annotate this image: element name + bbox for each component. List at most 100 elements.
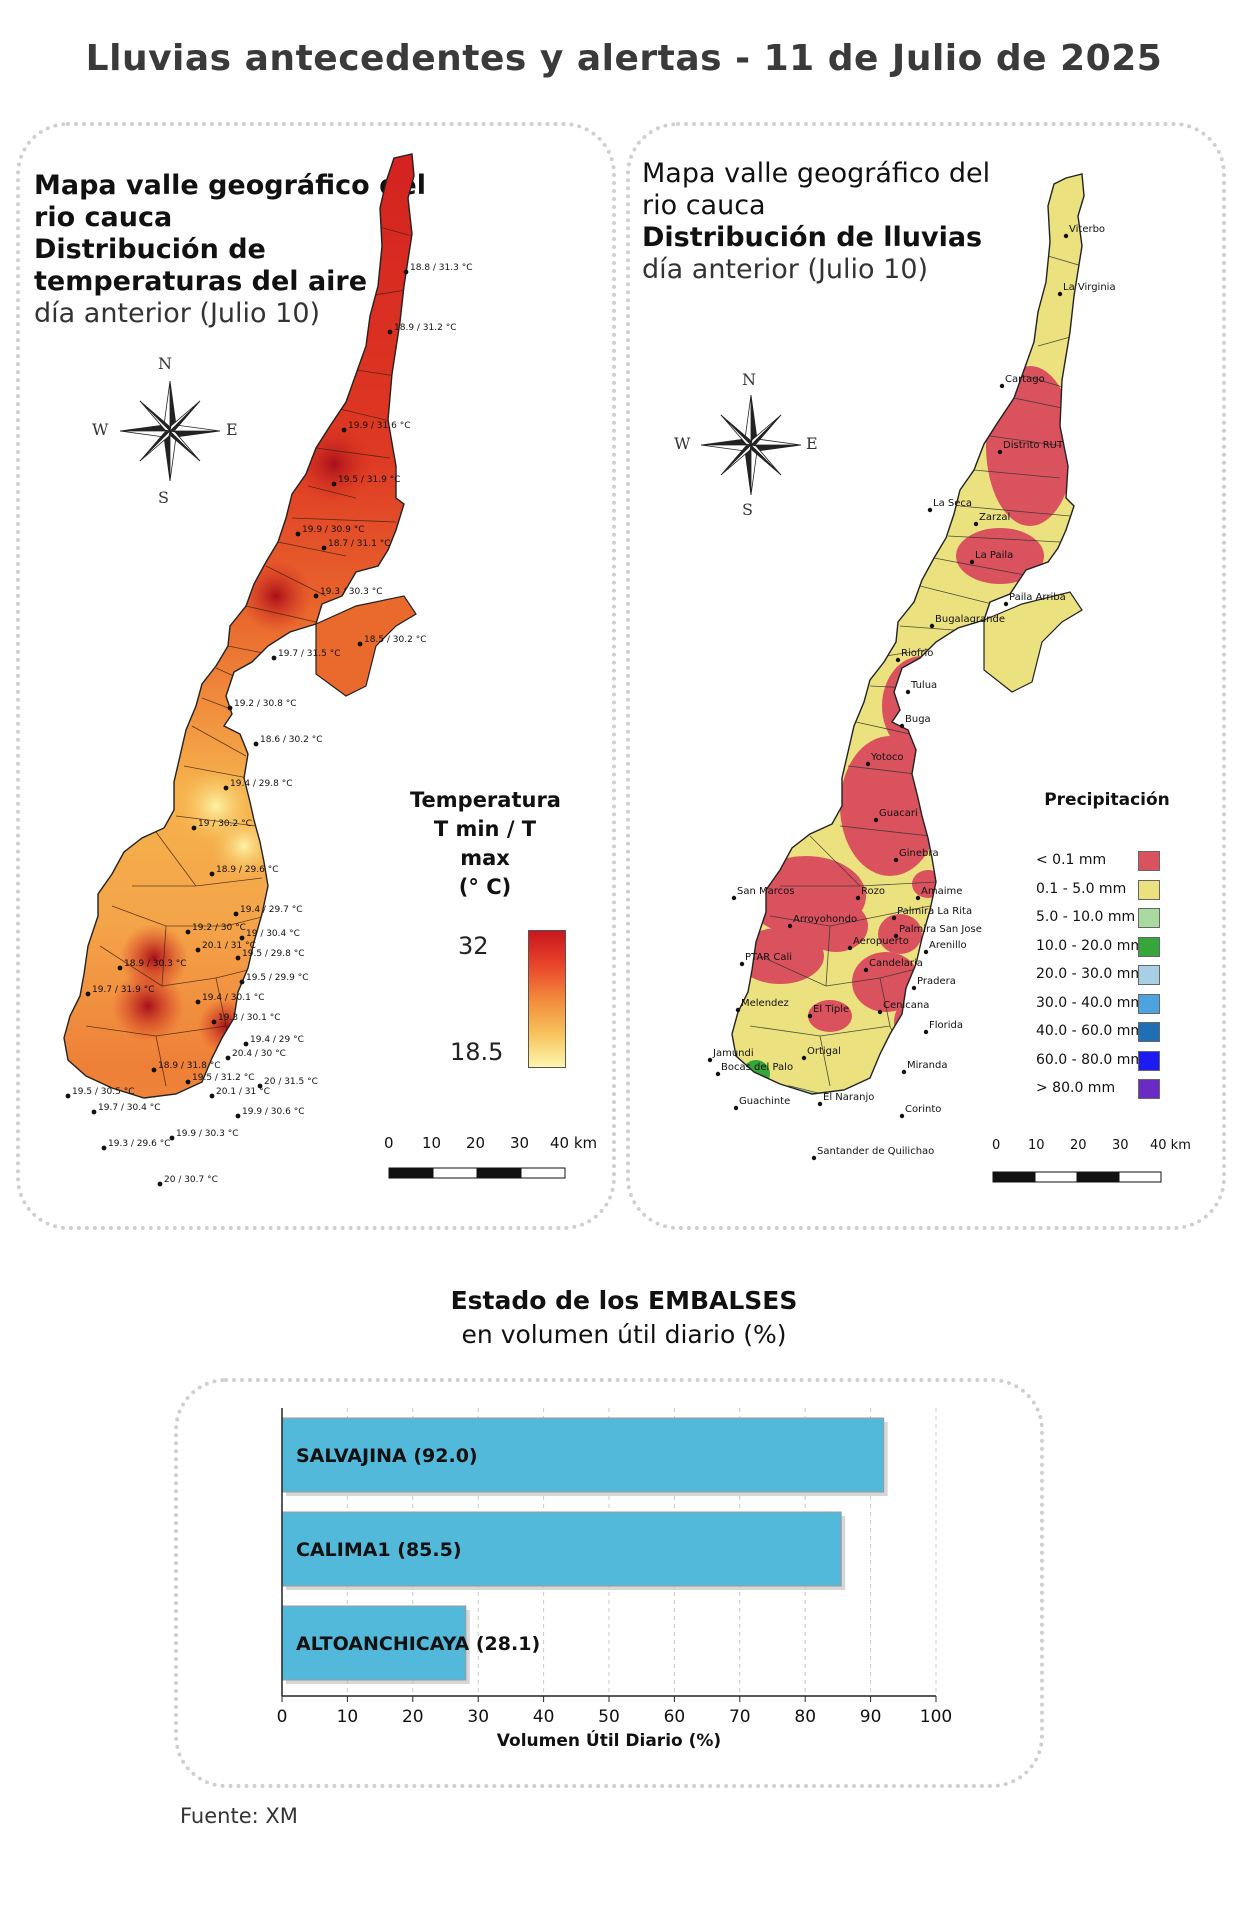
bar xyxy=(281,1417,885,1493)
temperature-map: 18.8 / 31.3 °C 18.9 / 31.2 °C 19.9 / 31.6 … xyxy=(63,153,472,1187)
reservoirs-heading: Estado de los EMBALSES xyxy=(450,1286,798,1315)
station-name-label: Candelaria xyxy=(869,958,923,969)
station-dot xyxy=(801,1055,807,1061)
x-tick-label: 0 xyxy=(277,1707,288,1727)
station-name-label: Guachinte xyxy=(739,1096,790,1107)
station-dot xyxy=(899,723,905,729)
station-name-label: Santander de Quilichao xyxy=(817,1146,934,1157)
station-name-label: Rozo xyxy=(861,886,885,897)
station-temperature-label: 19 / 30.4 °C xyxy=(246,929,300,939)
station-dot xyxy=(1063,233,1069,239)
station-dot xyxy=(225,1055,231,1061)
station-temperature-label: 19.5 / 29.9 °C xyxy=(246,973,308,983)
station-name-label: Yotoco xyxy=(870,752,904,763)
station-name-label: Zarzal xyxy=(979,512,1010,523)
station-temperature-label: 19.2 / 30.8 °C xyxy=(234,699,296,709)
station-temperature-label: 20.1 / 31 °C xyxy=(216,1087,270,1097)
compass-n-label: N xyxy=(742,370,756,389)
station-dot xyxy=(899,1113,905,1119)
station-temperature-label: 18.9 / 31.8 °C xyxy=(158,1061,220,1071)
station-temperature-label: 19.3 / 30.1 °C xyxy=(218,1013,280,1023)
x-tick-label: 70 xyxy=(729,1707,751,1727)
station-dot xyxy=(787,923,793,929)
station-temperature-label: 19.9 / 30.3 °C xyxy=(176,1129,238,1139)
station-name-label: Corinto xyxy=(905,1104,941,1115)
station-temperature-label: 19.3 / 29.6 °C xyxy=(108,1139,170,1149)
compass-s-label: S xyxy=(158,488,169,507)
station-temperature-label: 19.7 / 31.9 °C xyxy=(92,985,154,995)
station-dot xyxy=(901,1069,907,1075)
x-tick-label: 20 xyxy=(402,1707,424,1727)
rainfall-legend-swatch xyxy=(1138,879,1160,900)
reservoir-chart-panel: SALVAJINA (92.0) CALIMA1 (85.5) ALTOANCHIC… xyxy=(174,1378,1044,1788)
station-dot xyxy=(223,785,229,791)
station-temperature-label: 19.7 / 31.5 °C xyxy=(278,649,340,659)
station-dot xyxy=(715,1071,721,1077)
station-temperature-label: 19.7 / 30.4 °C xyxy=(98,1103,160,1113)
x-tick-label: 40 xyxy=(533,1707,555,1727)
station-dot xyxy=(735,1007,741,1013)
station-dot xyxy=(331,481,337,487)
bar xyxy=(281,1511,842,1587)
station-name-label: Bocas del Palo xyxy=(721,1062,793,1073)
station-name-label: La Paila xyxy=(975,550,1013,561)
scale-tick-20: 20 xyxy=(466,1134,486,1152)
station-dot xyxy=(891,915,897,921)
station-dot xyxy=(817,1101,823,1107)
station-temperature-label: 19.3 / 30.3 °C xyxy=(320,587,382,597)
station-dot xyxy=(999,383,1005,389)
bar-label: SALVAJINA (92.0) xyxy=(296,1445,478,1467)
rainfall-legend-swatch xyxy=(1138,1022,1160,1042)
station-dot xyxy=(863,967,869,973)
station-name-label: Melendez xyxy=(741,998,789,1009)
station-name-label: Riofrio xyxy=(901,648,933,659)
scale-bar xyxy=(388,1167,566,1179)
station-name-label: Bugalagrande xyxy=(935,614,1005,625)
bar-label: CALIMA1 (85.5) xyxy=(296,1539,462,1561)
rainfall-legend-label: 0.1 - 5.0 mm xyxy=(1036,880,1127,897)
station-dot xyxy=(209,1093,215,1099)
reservoirs-subheading: en volumen útil diario (%) xyxy=(461,1320,787,1349)
station-name-label: Arroyohondo xyxy=(793,914,857,925)
station-dot xyxy=(253,741,259,747)
station-temperature-label: 19.5 / 31.2 °C xyxy=(192,1073,254,1083)
station-name-label: El Tiple xyxy=(813,1004,849,1015)
station-dot xyxy=(855,895,861,901)
station-dot xyxy=(893,933,899,939)
station-dot xyxy=(169,1135,175,1141)
station-dot xyxy=(191,825,197,831)
rainfall-legend-swatch xyxy=(1138,1079,1160,1099)
compass-e-label: E xyxy=(226,420,238,439)
station-name-label: Viterbo xyxy=(1069,224,1105,235)
temperature-map-panel: Mapa valle geográfico del rio cauca Dist… xyxy=(16,122,616,1230)
station-dot xyxy=(387,329,393,335)
station-name-label: El Naranjo xyxy=(823,1092,874,1103)
page-title: Lluvias antecedentes y alertas - 11 de J… xyxy=(85,38,1163,79)
station-name-label: La Virginia xyxy=(1063,282,1116,293)
station-temperature-label: 19.9 / 31.6 °C xyxy=(348,421,410,431)
temperature-legend-min: 18.5 xyxy=(450,1038,504,1066)
station-dot xyxy=(239,979,245,985)
x-tick-label: 80 xyxy=(794,1707,816,1727)
station-dot xyxy=(403,269,409,275)
compass-w-label: W xyxy=(674,434,691,453)
rainfall-legend-label: 40.0 - 60.0 mm xyxy=(1036,1023,1145,1039)
station-dot xyxy=(239,935,245,941)
temperature-color-ramp xyxy=(528,930,566,1068)
station-temperature-label: 20.1 / 31 °C xyxy=(202,941,256,951)
station-dot xyxy=(915,895,921,901)
scale-tick-40: 40 km xyxy=(550,1134,598,1152)
station-dot xyxy=(321,545,327,551)
compass-rose-icon xyxy=(700,394,802,496)
station-dot xyxy=(923,949,929,955)
station-name-label: Paila Arriba xyxy=(1009,592,1066,603)
compass-w-label: W xyxy=(92,420,109,439)
station-temperature-label: 19.9 / 30.9 °C xyxy=(302,525,364,535)
rainfall-map: Viterbo La Virginia Cartago Distrito RUT La … xyxy=(707,173,1116,1161)
temperature-map-title: Mapa valle geográfico del rio cauca Dist… xyxy=(34,170,426,329)
station-dot xyxy=(295,531,301,537)
station-dot xyxy=(85,991,91,997)
station-dot xyxy=(117,965,123,971)
station-dot xyxy=(357,641,363,647)
station-name-label: Guacari xyxy=(879,808,918,819)
